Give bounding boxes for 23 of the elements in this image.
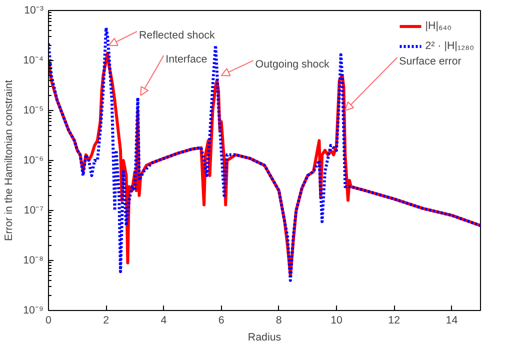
annotation: Interface <box>166 53 208 66</box>
legend-label: |H|₆₄₀ <box>425 20 452 32</box>
x-axis-title: Radius <box>248 332 282 344</box>
x-tick-label: 12 <box>388 314 400 326</box>
legend-label: 2² · |H|₁₂₈₀ <box>425 40 474 52</box>
x-tick-label: 10 <box>330 314 342 326</box>
x-tick-label: 2 <box>103 314 110 326</box>
y-tick-label: 10⁻⁵ <box>23 104 44 116</box>
annotation: Reflected shock <box>138 29 216 42</box>
x-tick-label: 8 <box>276 314 282 326</box>
y-tick-label: 10⁻⁶ <box>23 154 44 166</box>
x-tick-label: 14 <box>446 314 458 326</box>
y-tick-label: 10⁻³ <box>24 4 44 16</box>
y-tick-label: 10⁻⁷ <box>24 204 44 216</box>
y-tick-label: 10⁻⁸ <box>23 254 44 266</box>
y-axis-title: Error in the Hamiltonian constraint <box>3 80 16 242</box>
x-tick-label: 0 <box>46 314 52 326</box>
x-tick-label: 6 <box>218 314 224 326</box>
y-tick-label: 10⁻⁴ <box>23 54 44 66</box>
x-tick-label: 4 <box>160 314 167 326</box>
annotation: Surface error <box>399 56 462 68</box>
y-tick-label: 10⁻⁹ <box>23 304 44 316</box>
annotation: Outgoing shock <box>255 58 330 71</box>
